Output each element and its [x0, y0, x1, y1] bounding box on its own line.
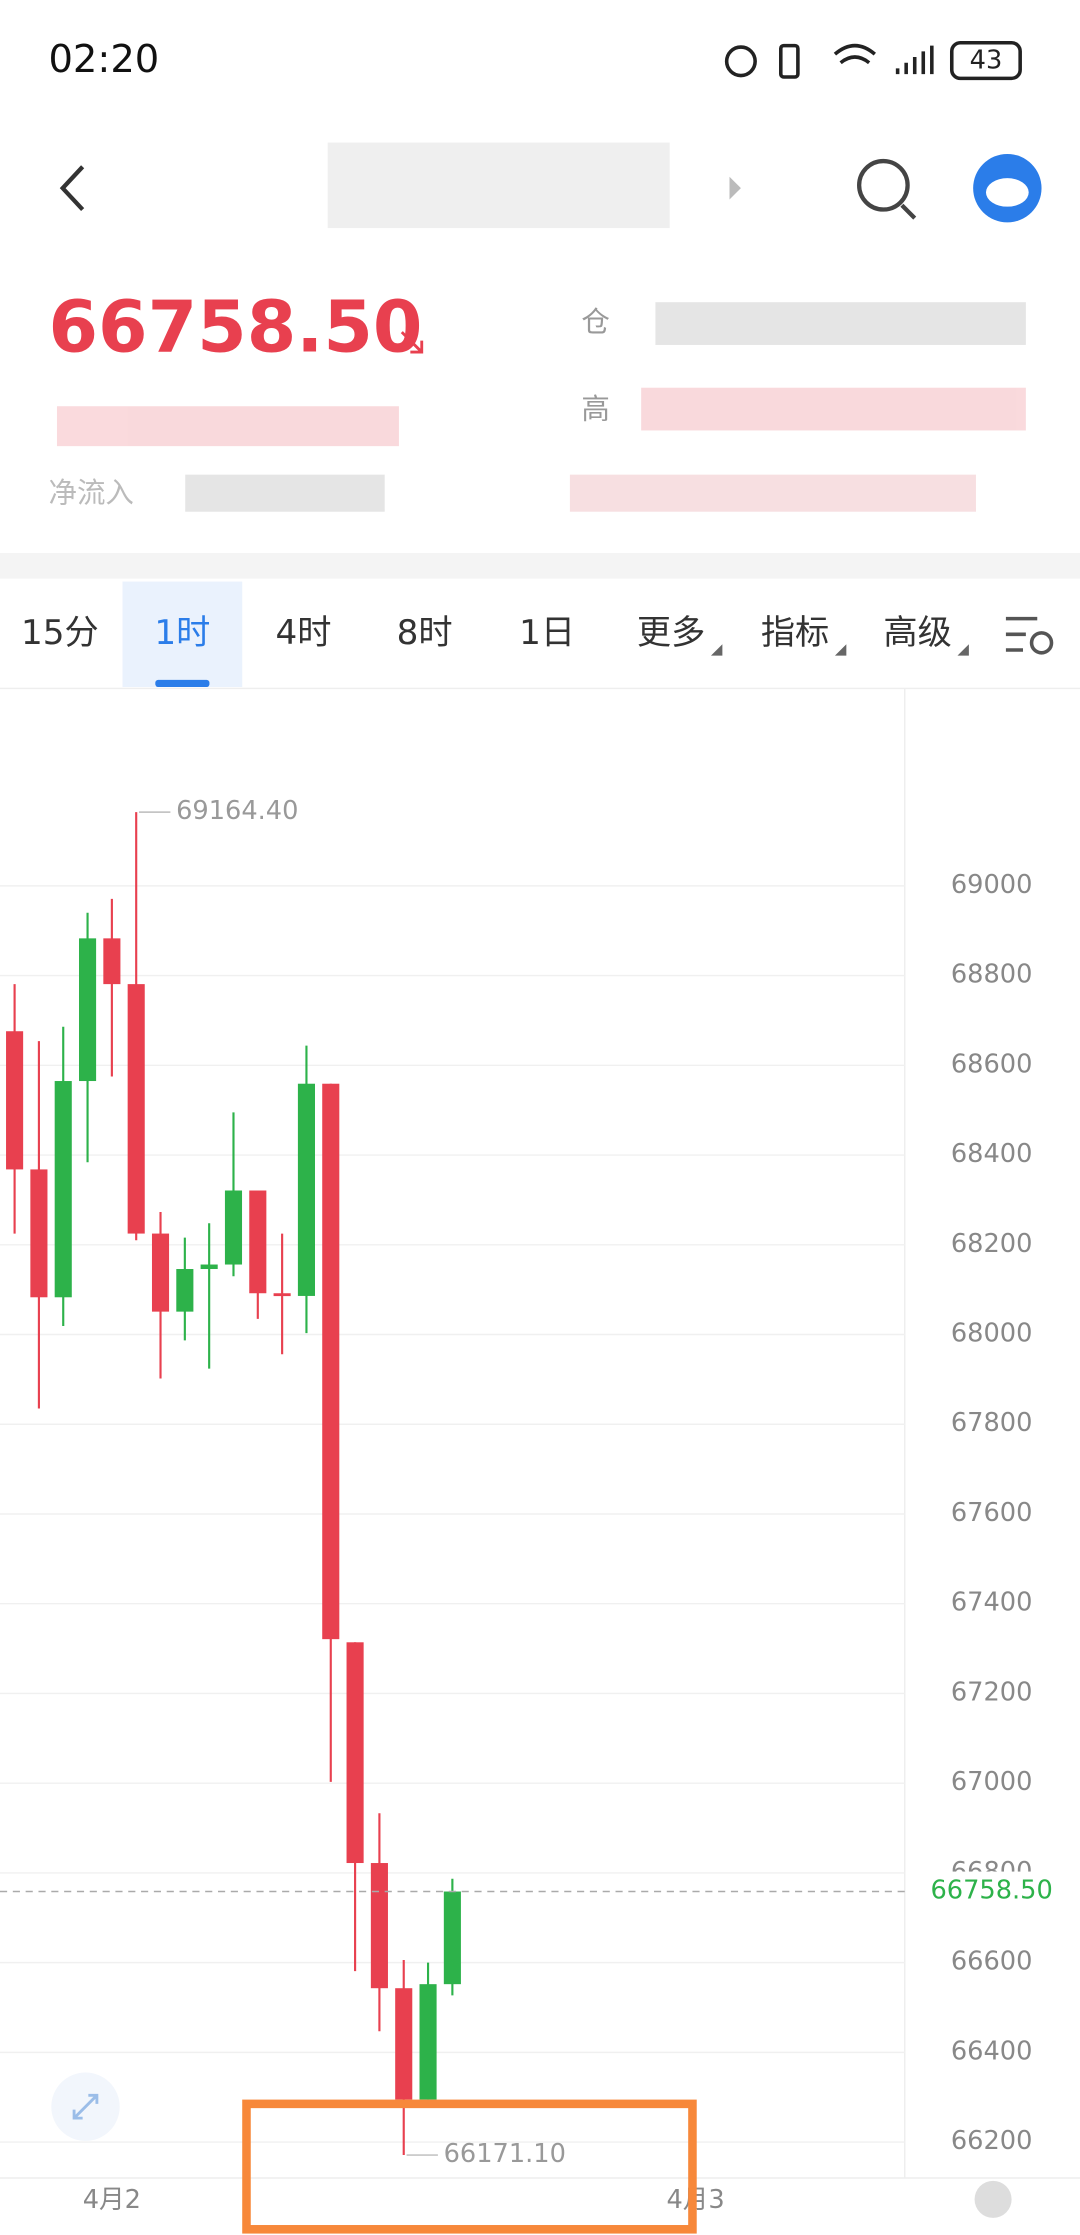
x-tick-label: 4月2 [83, 2185, 141, 2215]
candle-body [224, 1190, 243, 1265]
tab[interactable]: 更多 [637, 613, 705, 653]
last-price: 66758.50 [48, 286, 422, 369]
tab-dropdown-mark [957, 644, 969, 656]
y-tick-label: 68000 [951, 1319, 1033, 1349]
candle-body [151, 1233, 170, 1312]
candle-body [346, 1642, 364, 1864]
scroll-end-button[interactable] [974, 2180, 1012, 2218]
blurred-title [327, 142, 670, 229]
position-label: 仓 [581, 306, 610, 339]
y-tick-label: 68800 [951, 960, 1033, 990]
candle-body [249, 1190, 267, 1294]
last-price-label: 66758.50 [930, 1876, 1052, 1906]
status-time: 02:20 [48, 37, 159, 82]
tab-dropdown-mark [710, 644, 723, 656]
last-price-tag [909, 1871, 1080, 1912]
tab-selected-bg [122, 581, 243, 688]
candle-body [419, 1984, 437, 2100]
tab[interactable]: 15分 [21, 613, 99, 653]
inflow-label: 净流入 [48, 477, 133, 510]
candle-body [200, 1264, 218, 1270]
candle-body [322, 1083, 340, 1640]
y-tick-label: 69000 [951, 870, 1033, 900]
candle-body [6, 1031, 24, 1170]
y-tick-label: 68600 [951, 1049, 1033, 1079]
high-label: 高 [581, 393, 610, 426]
highlight-box [242, 2099, 697, 2234]
avatar-face [985, 178, 1029, 207]
status-icons [724, 40, 1022, 81]
candle-body [176, 1269, 194, 1312]
tab[interactable]: 高级 [883, 613, 951, 653]
candle-body [54, 1081, 72, 1298]
candle-body [127, 984, 145, 1234]
candle-body [443, 1891, 461, 1985]
tab[interactable]: 指标 [761, 613, 829, 653]
candle-body [297, 1083, 315, 1296]
next-arrow[interactable] [729, 176, 741, 200]
candle-body [273, 1293, 291, 1297]
divider [0, 553, 1080, 579]
y-tick-label: 66600 [951, 1947, 1033, 1977]
tab-indicator [155, 679, 210, 688]
tab[interactable]: 4时 [276, 613, 332, 653]
blurred-stats [56, 302, 1026, 512]
tab-dropdown-mark [834, 644, 847, 656]
y-tick-label: 66400 [951, 2036, 1033, 2066]
extreme-label: 69164.40 [176, 796, 298, 826]
tab[interactable]: 1日 [519, 613, 575, 653]
candle-body [79, 938, 97, 1082]
y-tick-label: 68400 [951, 1139, 1033, 1169]
y-tick-label: 67200 [951, 1677, 1033, 1707]
y-tick-label: 67600 [951, 1498, 1033, 1528]
y-tick-label: 67000 [951, 1767, 1033, 1797]
battery-level: 43 [970, 45, 1003, 75]
expand-icon [72, 2093, 99, 2120]
candle-body [30, 1169, 48, 1298]
down-arrow [400, 331, 424, 354]
candle-body [395, 1988, 413, 2100]
y-tick-label: 67800 [951, 1408, 1033, 1438]
extreme-label: 66171.10 [444, 2139, 566, 2169]
search-button[interactable] [857, 158, 917, 220]
y-tick-label: 67400 [951, 1588, 1033, 1618]
candle-body [370, 1863, 388, 1989]
candle-body [103, 938, 121, 985]
back-button[interactable] [59, 165, 85, 211]
tab[interactable]: 8时 [397, 613, 453, 653]
y-tick-label: 68200 [951, 1229, 1033, 1259]
y-tick-label: 66200 [951, 2126, 1033, 2156]
chart-settings-button[interactable] [1005, 616, 1054, 655]
tab[interactable]: 1时 [154, 613, 210, 653]
